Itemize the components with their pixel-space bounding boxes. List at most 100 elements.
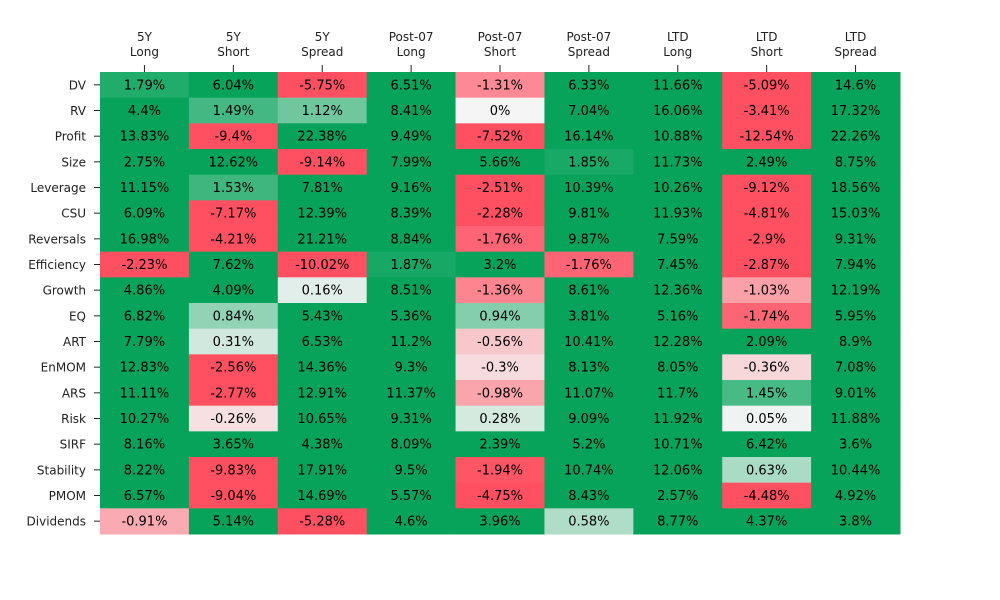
heatmap-cell — [544, 251, 634, 278]
heatmap-cell — [188, 277, 279, 304]
heatmap-cell — [366, 277, 457, 304]
cell-value-label: 11.73% — [653, 155, 703, 170]
cell-value-label: 6.51% — [390, 78, 431, 93]
cell-value-label: 9.49% — [390, 130, 431, 145]
cell-value-label: 7.81% — [302, 181, 343, 196]
heatmap-cell — [100, 226, 190, 253]
heatmap-cell — [544, 226, 634, 253]
cell-value-label: 12.39% — [297, 207, 347, 222]
cell-value-label: 1.87% — [390, 258, 431, 273]
heatmap-cell — [811, 72, 901, 99]
heatmap-cell — [100, 380, 190, 407]
cell-value-label: 9.87% — [568, 232, 609, 247]
row-label: Reversals — [28, 232, 86, 246]
heatmap-cell — [277, 174, 368, 201]
heatmap-cell — [811, 200, 901, 227]
cell-value-label: -2.77% — [210, 386, 256, 401]
cell-value-label: -5.09% — [744, 78, 790, 93]
cell-value-label: -0.98% — [477, 386, 523, 401]
cell-value-label: 9.3% — [395, 361, 428, 376]
heatmap-cell — [633, 123, 723, 150]
heatmap-cell — [366, 431, 457, 458]
cell-value-label: 11.93% — [653, 207, 703, 222]
heatmap-cell — [366, 200, 457, 227]
row-label: ARS — [62, 386, 86, 400]
heatmap-cell — [188, 226, 279, 253]
cell-value-label: 12.06% — [653, 463, 703, 478]
heatmap-cell — [722, 431, 812, 458]
heatmap-cell — [188, 303, 279, 330]
cell-value-label: 1.79% — [124, 78, 165, 93]
cell-value-label: 5.43% — [302, 309, 343, 324]
heatmap-cell — [633, 354, 723, 381]
heatmap-cell — [366, 149, 457, 176]
heatmap-cell — [722, 380, 812, 407]
cell-value-label: 8.41% — [390, 104, 431, 119]
cell-value-label: -2.23% — [121, 258, 167, 273]
heatmap-cell — [455, 457, 545, 484]
cell-value-label: 2.39% — [479, 438, 520, 453]
row-label: Risk — [61, 412, 86, 426]
cell-value-label: -2.9% — [748, 232, 786, 247]
heatmap-cell — [544, 328, 634, 355]
row-label: RV — [70, 104, 87, 118]
heatmap-cell — [188, 123, 279, 150]
cell-value-label: 10.27% — [120, 412, 170, 427]
heatmap-cell — [544, 482, 634, 509]
heatmap-cell — [455, 508, 545, 535]
cell-value-label: 7.08% — [835, 361, 876, 376]
heatmap-cell — [811, 123, 901, 150]
cell-value-label: -9.4% — [214, 130, 252, 145]
heatmap-cell — [188, 482, 279, 509]
heatmap-cell — [366, 174, 457, 201]
heatmap-cell — [277, 328, 368, 355]
heatmap-cell — [633, 431, 723, 458]
heatmap-cell — [811, 380, 901, 407]
heatmap-cell — [722, 405, 812, 432]
cell-value-label: -0.36% — [744, 361, 790, 376]
cell-value-label: 0.63% — [746, 463, 787, 478]
heatmap-cell — [455, 380, 545, 407]
heatmap-cell — [544, 277, 634, 304]
heatmap-cell — [633, 328, 723, 355]
heatmap-cell — [722, 508, 812, 535]
cell-value-label: 1.85% — [568, 155, 609, 170]
heatmap-cell — [277, 457, 368, 484]
heatmap-cell — [633, 97, 723, 124]
heatmap-cell — [100, 431, 190, 458]
cell-value-label: -0.91% — [121, 515, 167, 530]
cell-value-label: 0.16% — [302, 284, 343, 299]
heatmap-cell — [633, 174, 723, 201]
cell-value-label: 5.2% — [572, 438, 605, 453]
column-labels: 5Y Long 5Y Short 5Y Spread Post-07 Long Post-07 S… — [130, 30, 877, 72]
cell-value-label: 10.44% — [831, 463, 881, 478]
cell-value-label: 0.05% — [746, 412, 787, 427]
heatmap-cell — [811, 482, 901, 509]
cell-value-label: 4.6% — [395, 515, 428, 530]
heatmap-cell — [633, 380, 723, 407]
cell-value-label: 2.75% — [124, 155, 165, 170]
cell-value-label: 7.59% — [657, 232, 698, 247]
cell-value-label: -9.83% — [210, 463, 256, 478]
heatmap-cell — [100, 174, 190, 201]
cell-value-label: 10.26% — [653, 181, 703, 196]
cell-value-label: 8.16% — [124, 438, 165, 453]
row-label: Size — [61, 155, 86, 169]
cell-value-label: 11.7% — [657, 386, 698, 401]
column-label: 5Y Short — [217, 30, 249, 59]
cell-value-label: 22.38% — [297, 130, 347, 145]
cell-value-label: 0% — [490, 104, 511, 119]
cell-value-label: 12.62% — [209, 155, 259, 170]
cell-value-label: 8.51% — [390, 284, 431, 299]
heatmap-cell — [100, 328, 190, 355]
cell-value-label: 1.12% — [302, 104, 343, 119]
heatmap-cell — [811, 508, 901, 535]
row-label: CSU — [61, 207, 86, 221]
heatmap-cell — [633, 482, 723, 509]
row-label: EnMOM — [41, 361, 86, 375]
heatmap-cell — [633, 457, 723, 484]
heatmap-cell — [544, 457, 634, 484]
heatmap-cell — [455, 200, 545, 227]
cell-value-label: 12.91% — [297, 386, 347, 401]
cell-value-label: 12.83% — [120, 361, 170, 376]
